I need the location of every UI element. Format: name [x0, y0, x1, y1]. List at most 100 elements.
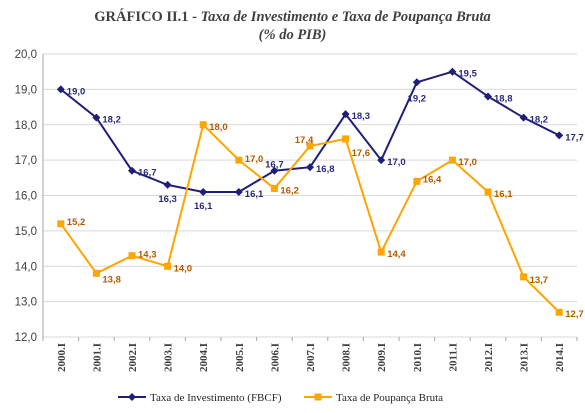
data-point — [342, 135, 350, 143]
data-point — [555, 308, 563, 316]
y-tick-label: 13,0 — [15, 297, 37, 309]
y-tick-label: 20,0 — [15, 49, 37, 61]
x-tick-label: 2003.I — [163, 343, 175, 372]
data-label: 19,0 — [67, 86, 86, 97]
data-point — [128, 252, 136, 260]
x-tick-label: 2008.I — [341, 343, 353, 372]
data-label: 17,4 — [295, 135, 314, 146]
data-point — [413, 177, 421, 185]
data-label: 18,2 — [102, 115, 121, 126]
y-tick-label: 12,0 — [15, 332, 37, 344]
data-label: 14,4 — [387, 249, 406, 260]
data-label: 17,0 — [387, 157, 406, 168]
data-label: 14,3 — [138, 250, 157, 261]
legend-label: Taxa de Poupança Bruta — [336, 392, 443, 404]
x-axis-ticks: 2000.I 2001.I 2002.I 2003.I 2004.I 2005.I 2006… — [42, 337, 578, 372]
y-tick-label: 15,0 — [15, 226, 37, 238]
y-axis-ticks: 12,0 13,0 14,0 15,0 16,0 17,0 18,0 19,0 20,0 — [15, 49, 37, 344]
data-point — [484, 188, 492, 196]
y-tick-label: 16,0 — [15, 191, 37, 203]
data-point — [306, 142, 314, 150]
chart-title-main: GRÁFICO II.1 - — [94, 9, 197, 25]
data-label: 13,8 — [102, 274, 121, 285]
data-point — [234, 187, 243, 196]
data-point — [164, 262, 172, 270]
data-label: 18,3 — [352, 111, 371, 122]
chart-title-units: (% do PIB) — [258, 27, 327, 43]
data-point — [163, 180, 172, 189]
data-label: 16,1 — [245, 189, 264, 200]
data-labels: 19,0 18,2 16,7 16,3 16,1 16,1 16,7 16,8 18,3 17,0… — [67, 69, 584, 321]
data-label: 16,2 — [280, 185, 299, 196]
data-label: 16,1 — [194, 201, 213, 212]
data-point — [306, 163, 314, 172]
x-tick-label: 2004.I — [198, 343, 210, 372]
data-point — [412, 78, 421, 87]
data-label: 16,4 — [423, 174, 442, 185]
x-tick-label: 2010.I — [412, 343, 424, 372]
x-tick-label: 2005.I — [234, 343, 246, 372]
data-label: 18,8 — [494, 93, 513, 104]
x-tick-label: 2002.I — [127, 343, 139, 372]
data-label: 16,7 — [265, 160, 284, 171]
series-markers — [56, 67, 564, 316]
y-tick-label: 14,0 — [15, 261, 37, 273]
data-label: 17,7 — [565, 132, 584, 143]
data-point — [270, 166, 279, 175]
y-tick-label: 18,0 — [15, 120, 37, 132]
data-label: 16,8 — [316, 164, 335, 175]
data-point — [199, 187, 208, 196]
data-point — [555, 131, 564, 140]
data-point — [484, 92, 492, 101]
grid-lines — [42, 53, 577, 338]
data-point — [235, 156, 243, 164]
data-label: 19,5 — [458, 69, 477, 80]
data-label: 12,7 — [565, 309, 584, 320]
chart-title-line1: GRÁFICO II.1 - Taxa de Investimento e Ta… — [0, 8, 585, 26]
data-point — [519, 113, 528, 122]
data-point — [199, 121, 207, 129]
data-point — [341, 110, 350, 119]
data-label: 17,6 — [352, 148, 371, 159]
x-tick-label: 2000.I — [56, 343, 68, 372]
chart-title-subtitle: Taxa de Investimento e Taxa de Poupança … — [200, 9, 491, 25]
series-lines — [59, 70, 560, 313]
data-point — [448, 156, 456, 164]
data-label: 16,7 — [138, 168, 157, 179]
data-label: 17,0 — [245, 154, 263, 165]
data-label: 17,0 — [458, 157, 477, 168]
data-point — [92, 269, 100, 277]
x-tick-label: 2013.I — [519, 343, 531, 372]
x-tick-label: 2009.I — [376, 343, 388, 372]
data-point — [92, 113, 101, 122]
data-point — [270, 184, 278, 192]
legend-label: Taxa de Investimento (FBCF) — [150, 392, 282, 404]
x-tick-label: 2001.I — [91, 343, 103, 372]
data-point — [448, 67, 457, 76]
data-point — [377, 156, 386, 165]
legend-marker — [314, 393, 322, 401]
data-point — [377, 248, 385, 256]
data-label: 14,0 — [174, 263, 193, 274]
x-tick-label: 2011.I — [447, 343, 459, 371]
x-tick-label: 2014.I — [554, 343, 566, 372]
y-tick-label: 17,0 — [15, 155, 37, 167]
data-point — [128, 166, 136, 175]
x-tick-label: 2007.I — [305, 343, 317, 372]
x-tick-label: 2012.I — [483, 343, 495, 372]
data-point — [520, 273, 528, 281]
data-label: 19,2 — [408, 93, 427, 104]
data-label: 18,2 — [530, 115, 549, 126]
legend: Taxa de Investimento (FBCF) Taxa de Poupa… — [118, 392, 443, 404]
data-label: 13,7 — [530, 275, 549, 286]
x-tick-label: 2006.I — [269, 343, 281, 372]
chart-title: GRÁFICO II.1 - Taxa de Investimento e Ta… — [0, 8, 585, 44]
y-tick-label: 19,0 — [15, 84, 37, 96]
data-point — [56, 85, 65, 94]
data-point — [57, 220, 65, 228]
data-label: 16,1 — [494, 189, 513, 200]
series-line-2 — [59, 122, 560, 313]
data-label: 18,0 — [209, 122, 228, 133]
data-label: 16,3 — [158, 194, 177, 205]
